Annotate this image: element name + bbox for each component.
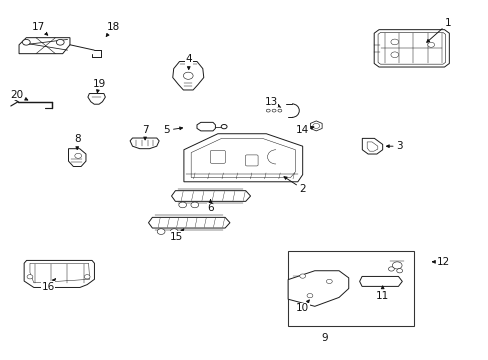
Polygon shape [172, 62, 203, 90]
Text: 11: 11 [375, 286, 388, 301]
Polygon shape [88, 94, 105, 104]
Text: 20: 20 [10, 90, 28, 100]
Polygon shape [148, 217, 229, 228]
Circle shape [306, 293, 312, 298]
Circle shape [56, 40, 64, 45]
Text: 6: 6 [207, 200, 213, 213]
Circle shape [390, 39, 398, 45]
Text: 1: 1 [426, 18, 450, 42]
Circle shape [27, 275, 33, 279]
Polygon shape [130, 138, 159, 149]
Circle shape [326, 279, 331, 284]
Text: 16: 16 [41, 279, 55, 292]
Text: 10: 10 [296, 300, 309, 313]
Text: 2: 2 [284, 177, 305, 194]
Circle shape [266, 109, 270, 112]
Circle shape [179, 202, 186, 208]
Polygon shape [24, 260, 94, 288]
Polygon shape [287, 271, 348, 306]
Circle shape [390, 52, 398, 58]
Circle shape [427, 42, 434, 47]
Circle shape [277, 109, 281, 112]
Circle shape [396, 269, 402, 273]
Polygon shape [183, 134, 302, 182]
Polygon shape [19, 38, 70, 54]
Circle shape [272, 109, 275, 112]
Circle shape [157, 229, 164, 234]
Circle shape [312, 123, 319, 129]
Text: 18: 18 [106, 22, 120, 36]
Circle shape [22, 40, 30, 45]
Circle shape [170, 229, 178, 234]
Polygon shape [310, 121, 322, 131]
Text: 14: 14 [295, 125, 313, 135]
Text: 17: 17 [32, 22, 48, 35]
Polygon shape [362, 138, 382, 154]
Circle shape [75, 153, 81, 158]
Text: 15: 15 [170, 229, 183, 242]
Text: 19: 19 [92, 79, 105, 93]
Text: 13: 13 [264, 97, 280, 107]
Text: 7: 7 [142, 125, 148, 140]
Circle shape [221, 125, 226, 129]
Text: 8: 8 [74, 134, 81, 149]
Circle shape [387, 267, 393, 271]
Circle shape [183, 72, 193, 79]
Bar [287, 251, 413, 326]
Circle shape [84, 275, 90, 279]
Polygon shape [171, 191, 250, 201]
Text: 5: 5 [163, 125, 182, 135]
Circle shape [391, 262, 401, 269]
Text: 9: 9 [321, 333, 327, 343]
Text: 3: 3 [386, 141, 402, 151]
Polygon shape [373, 30, 448, 67]
Polygon shape [68, 149, 86, 166]
Circle shape [299, 274, 305, 278]
Polygon shape [197, 122, 215, 131]
Circle shape [190, 202, 198, 208]
Polygon shape [359, 276, 402, 287]
Text: 12: 12 [431, 257, 449, 267]
Text: 4: 4 [185, 54, 192, 69]
